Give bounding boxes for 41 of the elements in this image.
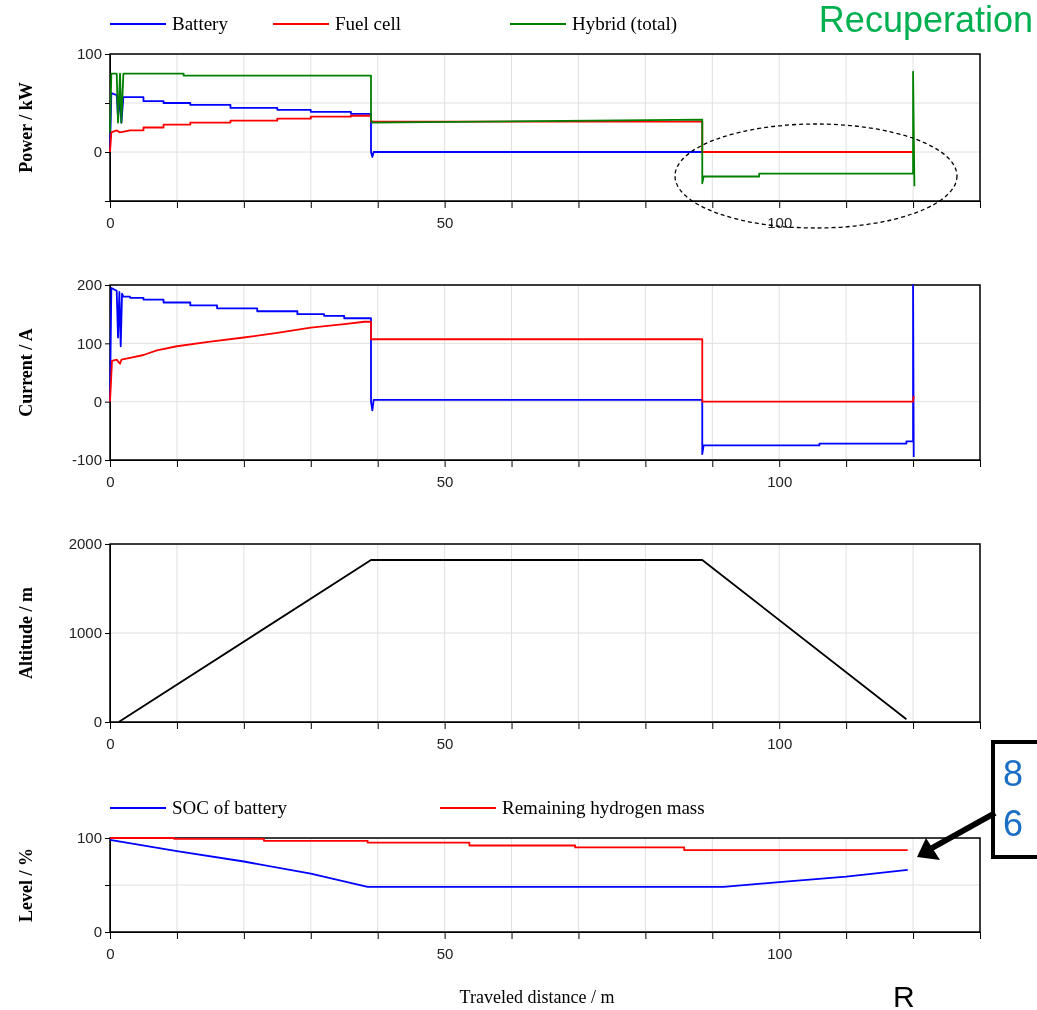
y-tick-label: 100 [76,829,102,847]
text: 8 [1003,753,1024,794]
x-tick-label: 0 [106,472,115,490]
y-tick-label: 0 [93,143,102,161]
x-tick-label: 0 [106,213,115,231]
y-tick-label: 200 [76,276,102,294]
legend-label: Battery [172,13,229,34]
y-tick-label: 100 [76,334,102,352]
legend-label: Remaining hydrogen mass [502,797,705,818]
y-axis-title: Current / A [16,328,36,417]
line-series [109,284,915,458]
y-tick-label: -100 [71,451,102,469]
legend-label: Hybrid (total) [572,13,678,35]
line-series [109,320,915,403]
x-tick-label: 0 [106,944,115,962]
x-tick-label: 50 [436,734,454,752]
x-tick-label: 100 [767,213,793,231]
x-tick-label: 100 [767,734,793,752]
y-tick-label: 1000 [68,624,102,642]
y-tick-label: 100 [76,45,102,63]
x-tick-label: 0 [106,734,115,752]
y-tick-label: 2000 [68,535,102,553]
x-tick-label: 100 [767,944,793,962]
y-axis-title: Level / % [16,848,36,922]
text: Recuperation [818,0,1033,40]
legend-label: SOC of battery [172,797,288,818]
line-series [109,70,916,188]
text: 6 [1003,803,1024,844]
y-axis-title: Altitude / m [16,587,36,679]
y-axis-title: Power / kW [16,82,36,173]
x-tick-label: 50 [436,213,454,231]
y-tick-label: 0 [93,392,102,410]
x-axis-title: Traveled distance / m [459,987,615,1007]
x-tick-label: 100 [767,472,793,490]
x-tick-label: 50 [436,944,454,962]
line-series [109,838,909,888]
y-tick-label: 0 [93,713,102,731]
x-tick-label: 50 [436,472,454,490]
y-tick-label: 0 [93,923,102,941]
text: R [893,980,915,1010]
legend-label: Fuel cell [335,13,401,34]
